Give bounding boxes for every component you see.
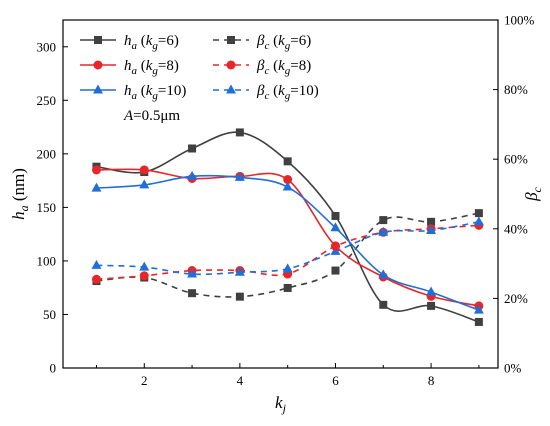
data-point — [234, 266, 245, 276]
y-left-tick-label: 100 — [37, 253, 57, 268]
data-point — [139, 271, 149, 281]
data-point — [235, 128, 244, 137]
legend-label: βc (kg=10) — [256, 83, 319, 102]
y-right-tick-label: 80% — [504, 82, 528, 97]
data-point — [282, 181, 293, 191]
data-point — [378, 269, 389, 279]
legend-entry: βc (kg=6) — [213, 33, 311, 52]
data-point — [426, 225, 437, 235]
data-point — [330, 241, 340, 251]
data-point — [91, 182, 102, 192]
legend-label: ha (kg=8) — [124, 58, 179, 77]
plot-area — [91, 128, 484, 326]
series-beta-square — [92, 209, 483, 301]
legend-marker — [226, 60, 236, 70]
y-left-tick-label: 250 — [37, 93, 57, 108]
y-right-tick-label: 0% — [504, 361, 522, 376]
legend: ha (kg=6) βc (kg=6) ha (kg=8) βc (kg=8) ha (… — [80, 33, 319, 124]
legend-entry: ha (kg=6) — [80, 33, 179, 52]
data-point — [427, 217, 436, 226]
data-point — [91, 165, 101, 175]
y-left-tick-label: 150 — [37, 200, 57, 215]
data-point — [474, 209, 483, 218]
data-point — [379, 300, 388, 309]
data-point — [139, 261, 150, 271]
x-axis-title: kj — [275, 393, 287, 415]
y-left-axis-title: ha (nm) — [9, 168, 31, 220]
legend-entry: βc (kg=8) — [213, 58, 311, 77]
y-left-tick-label: 50 — [43, 307, 56, 322]
legend-label: ha (kg=10) — [124, 83, 186, 102]
legend-marker — [227, 36, 235, 44]
data-point — [473, 304, 484, 314]
y-right-tick-label: 40% — [504, 221, 528, 236]
y-left-tick-label: 0 — [50, 361, 57, 376]
data-point — [234, 171, 245, 181]
data-point — [283, 175, 293, 185]
data-point — [187, 170, 198, 180]
data-point — [235, 292, 244, 301]
data-point — [473, 216, 484, 226]
data-point — [188, 144, 197, 153]
data-point — [426, 286, 437, 296]
data-point — [331, 211, 340, 220]
legend-marker — [94, 36, 102, 44]
y-right-tick-label: 60% — [504, 152, 528, 167]
series-ha-triangle — [91, 170, 484, 314]
x-tick-label: 8 — [428, 373, 435, 388]
data-point — [283, 157, 292, 166]
x-tick-label: 4 — [237, 373, 244, 388]
data-point — [91, 259, 102, 269]
legend-label: βc (kg=6) — [256, 33, 311, 52]
legend-marker — [93, 84, 103, 94]
legend-marker — [226, 84, 236, 94]
plot-frame — [62, 19, 499, 369]
legend-entry: βc (kg=10) — [213, 83, 319, 102]
data-point — [331, 266, 340, 275]
data-point — [188, 289, 197, 298]
y-left-tick-label: 300 — [37, 39, 57, 54]
series-ha-square — [92, 128, 483, 326]
x-tick-label: 2 — [141, 373, 148, 388]
y-right-tick-label: 100% — [504, 13, 535, 28]
legend-entry: ha (kg=10) — [80, 83, 186, 102]
data-point — [282, 263, 293, 273]
y-right-tick-label: 20% — [504, 291, 528, 306]
y-left-tick-label: 200 — [37, 146, 57, 161]
data-point — [474, 317, 483, 326]
data-point — [139, 165, 149, 175]
data-point — [427, 301, 436, 310]
data-point — [139, 179, 150, 189]
series-beta-triangle — [91, 216, 484, 278]
data-point — [330, 222, 341, 232]
annotation-label: A=0.5μm — [123, 108, 180, 124]
data-point — [187, 268, 198, 278]
legend-entry: ha (kg=8) — [80, 58, 179, 77]
legend-marker — [93, 60, 103, 70]
axes: 2 4 6 8 0 50 100 150 200 250 300 0% 20% 40% 60% 80% 100%… — [9, 13, 544, 416]
data-point — [283, 283, 292, 292]
legend-label: βc (kg=8) — [256, 58, 311, 77]
y-right-axis-title: βc — [522, 186, 544, 201]
data-point — [379, 216, 388, 225]
x-tick-label: 6 — [332, 373, 339, 388]
series-beta-circle — [91, 220, 484, 284]
legend-label: ha (kg=6) — [124, 33, 179, 52]
series-line — [96, 131, 480, 323]
data-point — [91, 274, 101, 284]
data-point — [378, 226, 389, 236]
